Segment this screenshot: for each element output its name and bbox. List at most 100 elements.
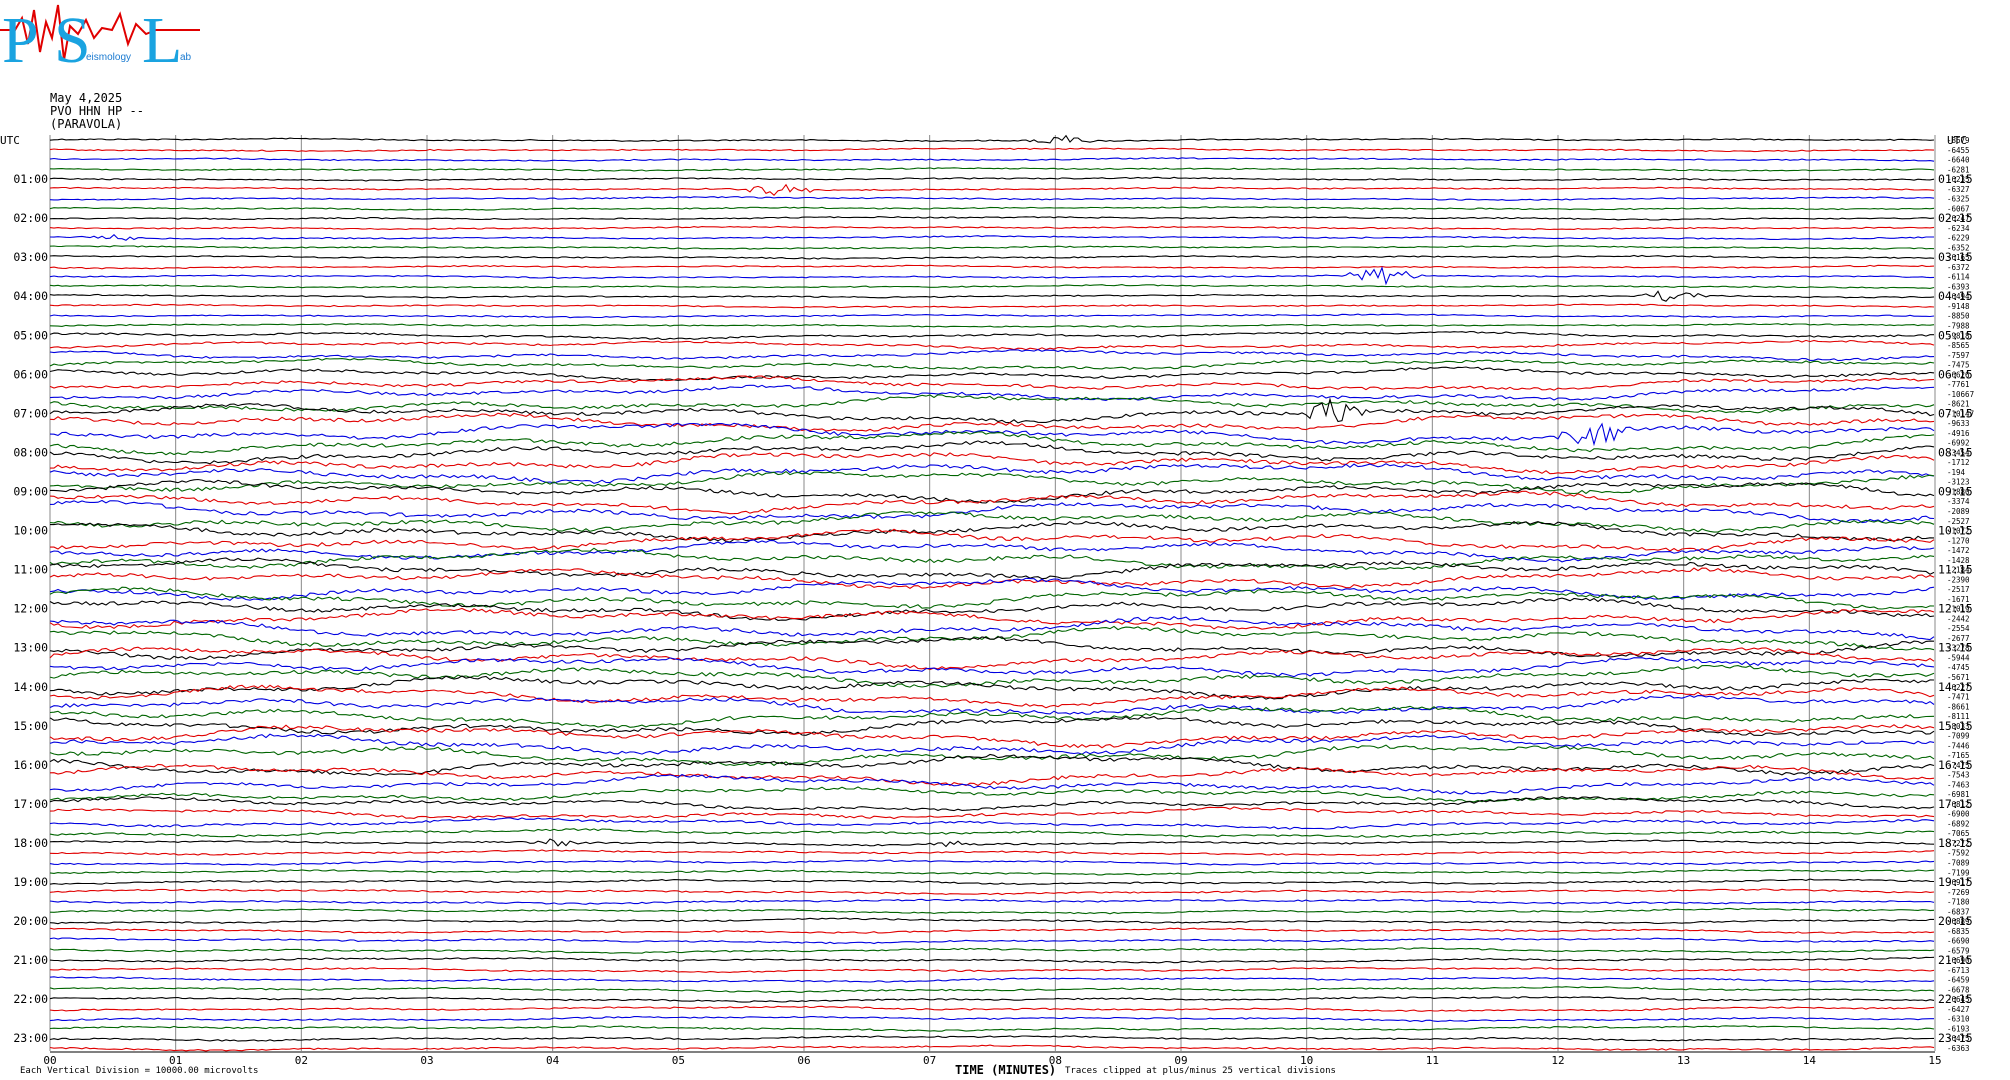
record-date: May 4,2025	[50, 91, 123, 105]
station-header: May 4,2025 PVO HHN HP -- (PARAVOLA)	[50, 92, 144, 131]
left-hour-label-07:00: 07:00	[13, 406, 48, 420]
trace-offset-label-81: -6835	[1947, 927, 1970, 936]
trace-offset-label-78: -7180	[1947, 898, 1970, 907]
trace-offset-label-92: -6475	[1947, 1034, 1970, 1043]
right-hour-label-19:15: 19:15	[1938, 875, 1973, 889]
trace-line-81	[49, 927, 1935, 934]
left-hour-label-20:00: 20:00	[13, 914, 48, 928]
trace-line-63	[49, 744, 1935, 767]
x-axis-title: TIME (MINUTES)	[955, 1063, 1057, 1077]
right-hour-label-02:15: 02:15	[1938, 211, 1973, 225]
trace-line-80	[49, 917, 1934, 925]
trace-line-51	[49, 625, 1935, 651]
trace-offset-label-44: -2184	[1947, 566, 1970, 575]
right-hour-label-12:15: 12:15	[1938, 602, 1973, 616]
trace-line-57	[49, 684, 1935, 709]
x-tick-label-02: 02	[295, 1054, 308, 1067]
right-hour-label-09:15: 09:15	[1938, 484, 1973, 498]
trace-line-74	[49, 859, 1935, 866]
trace-offset-label-67: -6981	[1947, 790, 1970, 799]
trace-line-12	[49, 254, 1935, 260]
trace-offset-label-55: -5671	[1947, 673, 1970, 682]
trace-line-38	[49, 499, 1935, 524]
right-hour-label-23:15: 23:15	[1938, 1031, 1973, 1045]
trace-offset-label-80: -6889	[1947, 917, 1970, 926]
left-hour-label-13:00: 13:00	[13, 641, 48, 655]
trace-line-47	[49, 586, 1935, 610]
x-tick-label-03: 03	[420, 1054, 433, 1067]
trace-line-1	[49, 147, 1935, 153]
trace-line-20	[49, 330, 1934, 341]
left-hour-label-03:00: 03:00	[13, 250, 48, 264]
trace-line-88	[49, 996, 1935, 1003]
trace-offset-label-54: -4745	[1947, 663, 1970, 672]
trace-offset-label-91: -6193	[1947, 1024, 1970, 1033]
trace-offset-label-15: -6393	[1947, 282, 1970, 291]
trace-offset-label-90: -6310	[1947, 1015, 1970, 1024]
trace-offset-label-21: -8565	[1947, 341, 1970, 350]
trace-offset-label-60: -8033	[1947, 722, 1970, 731]
left-hour-label-05:00: 05:00	[13, 328, 48, 342]
trace-line-76	[49, 878, 1935, 885]
right-hour-label-04:15: 04:15	[1938, 289, 1973, 303]
trace-offset-label-72: -7272	[1947, 839, 1970, 848]
trace-line-83	[49, 947, 1935, 954]
trace-line-60	[49, 715, 1935, 737]
trace-offset-label-93: -6363	[1947, 1044, 1970, 1053]
right-hour-label-13:15: 13:15	[1938, 641, 1973, 655]
trace-offset-label-87: -6678	[1947, 985, 1970, 994]
trace-offset-label-88: -6645	[1947, 995, 1970, 1004]
trace-offset-label-3: -6281	[1947, 165, 1970, 174]
trace-line-7	[49, 206, 1935, 211]
x-tick-label-04: 04	[546, 1054, 560, 1067]
trace-line-73	[49, 849, 1935, 857]
logo-seismogram-icon	[0, 4, 200, 61]
psl-logo: P S L eismology ab	[0, 0, 200, 80]
trace-offset-label-48: -1019	[1947, 605, 1970, 614]
trace-offset-label-11: -6352	[1947, 243, 1970, 252]
trace-line-84	[49, 956, 1935, 964]
trace-offset-label-71: -7065	[1947, 829, 1970, 838]
trace-line-49	[49, 607, 1935, 630]
trace-offset-label-57: -7471	[1947, 693, 1970, 702]
trace-offset-label-17: -9148	[1947, 302, 1970, 311]
trace-offset-label-47: -1671	[1947, 595, 1970, 604]
trace-offset-label-16: -6494	[1947, 292, 1970, 301]
scale-note: Each Vertical Division = 10000.00 microv…	[20, 1066, 259, 1076]
trace-line-91	[49, 1025, 1935, 1032]
left-hour-label-01:00: 01:00	[13, 172, 48, 186]
trace-offset-label-1: -6455	[1947, 146, 1970, 155]
trace-line-17	[49, 303, 1935, 309]
trace-line-16	[49, 290, 1935, 302]
trace-line-8	[49, 216, 1935, 221]
right-hour-label-08:15: 08:15	[1938, 445, 1973, 459]
trace-offset-label-19: -7988	[1947, 322, 1970, 331]
left-hour-label-12:00: 12:00	[13, 602, 48, 616]
trace-line-68	[49, 796, 1935, 812]
x-tick-label-15: 15	[1928, 1054, 1941, 1067]
right-hour-label-14:15: 14:15	[1938, 680, 1973, 694]
trace-line-52	[49, 636, 1935, 660]
logo-letter-s: S	[54, 4, 91, 77]
trace-offset-label-51: -2677	[1947, 634, 1970, 643]
left-hour-label-18:00: 18:00	[13, 836, 48, 850]
trace-line-11	[49, 245, 1935, 250]
trace-line-22	[49, 349, 1935, 362]
right-hour-label-17:15: 17:15	[1938, 797, 1973, 811]
x-tick-label-13: 13	[1677, 1054, 1690, 1067]
trace-line-2	[49, 157, 1935, 162]
left-hour-label-21:00: 21:00	[13, 953, 48, 967]
trace-offset-label-0: -8679	[1947, 136, 1970, 145]
trace-line-92	[49, 1035, 1935, 1042]
right-hour-label-07:15: 07:15	[1938, 406, 1973, 420]
trace-line-35	[49, 470, 1935, 495]
trace-line-39	[49, 511, 1935, 533]
x-tick-label-00: 00	[43, 1054, 56, 1067]
trace-offset-label-13: -6372	[1947, 263, 1970, 272]
right-hour-label-22:15: 22:15	[1938, 992, 1973, 1006]
trace-line-59	[49, 705, 1935, 728]
trace-offset-label-24: -6626	[1947, 370, 1970, 379]
trace-line-70	[49, 817, 1935, 830]
trace-line-56	[49, 675, 1935, 700]
